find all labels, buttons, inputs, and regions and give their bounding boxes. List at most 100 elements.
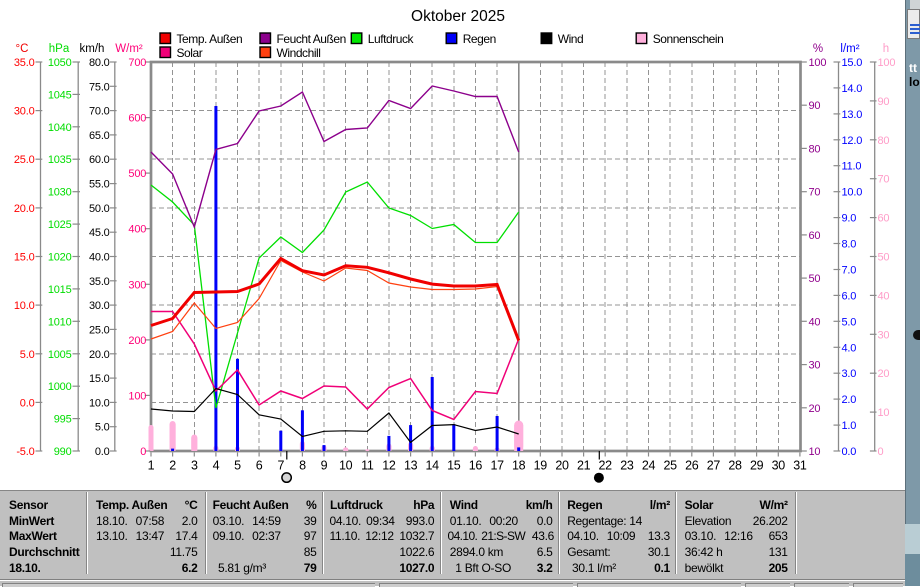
svg-text:30: 30 xyxy=(878,329,890,341)
svg-text:700: 700 xyxy=(128,57,146,69)
svg-text:8.0: 8.0 xyxy=(842,239,857,251)
svg-text:9.0: 9.0 xyxy=(842,213,857,225)
svg-text:40.0: 40.0 xyxy=(89,252,110,264)
svg-text:0.0: 0.0 xyxy=(95,446,110,458)
svg-text:km/h: km/h xyxy=(80,43,105,55)
svg-text:19: 19 xyxy=(534,459,548,473)
svg-text:8: 8 xyxy=(299,459,306,473)
svg-text:50.0: 50.0 xyxy=(89,203,110,215)
svg-text:6: 6 xyxy=(256,459,263,473)
svg-text:0.0: 0.0 xyxy=(20,397,35,409)
svg-text:10: 10 xyxy=(339,459,353,473)
svg-text:Wind: Wind xyxy=(558,32,584,46)
svg-text:l/m²: l/m² xyxy=(840,43,859,55)
svg-text:12.0: 12.0 xyxy=(842,135,863,147)
svg-text:50: 50 xyxy=(809,273,821,285)
svg-text:20.0: 20.0 xyxy=(14,203,35,215)
svg-text:100: 100 xyxy=(878,57,896,69)
svg-text:10: 10 xyxy=(809,446,821,458)
svg-text:1000: 1000 xyxy=(48,381,72,393)
svg-text:7: 7 xyxy=(277,459,284,473)
svg-text:40: 40 xyxy=(878,290,890,302)
svg-text:15.0: 15.0 xyxy=(14,252,35,264)
svg-text:7.0: 7.0 xyxy=(842,265,857,277)
svg-text:300: 300 xyxy=(128,279,146,291)
svg-text:70: 70 xyxy=(809,187,821,199)
svg-text:12: 12 xyxy=(382,459,396,473)
svg-text:20: 20 xyxy=(878,368,890,380)
svg-text:5.0: 5.0 xyxy=(20,349,35,361)
svg-text:35.0: 35.0 xyxy=(14,57,35,69)
svg-text:1025: 1025 xyxy=(48,219,72,231)
svg-text:°C: °C xyxy=(16,43,29,55)
svg-text:200: 200 xyxy=(128,335,146,347)
svg-text:60: 60 xyxy=(878,213,890,225)
svg-text:600: 600 xyxy=(128,113,146,125)
svg-text:1045: 1045 xyxy=(48,89,72,101)
svg-text:90: 90 xyxy=(878,96,890,108)
svg-text:1050: 1050 xyxy=(48,57,72,69)
svg-text:17: 17 xyxy=(490,459,504,473)
svg-text:995: 995 xyxy=(54,414,72,426)
svg-text:20: 20 xyxy=(809,403,821,415)
svg-text:0: 0 xyxy=(140,446,146,458)
svg-text:25: 25 xyxy=(663,459,677,473)
svg-text:31: 31 xyxy=(793,459,807,473)
svg-text:30: 30 xyxy=(772,459,786,473)
svg-text:W/m²: W/m² xyxy=(115,43,143,55)
svg-text:50: 50 xyxy=(878,252,890,264)
svg-text:20.0: 20.0 xyxy=(89,349,110,361)
svg-text:h: h xyxy=(883,43,889,55)
svg-text:100: 100 xyxy=(128,390,146,402)
svg-text:400: 400 xyxy=(128,224,146,236)
svg-text:10: 10 xyxy=(878,407,890,419)
svg-text:0: 0 xyxy=(878,446,884,458)
svg-text:28: 28 xyxy=(728,459,742,473)
svg-text:1020: 1020 xyxy=(48,252,72,264)
svg-text:80.0: 80.0 xyxy=(89,57,110,69)
svg-text:70.0: 70.0 xyxy=(89,106,110,118)
svg-text:24: 24 xyxy=(642,459,656,473)
svg-text:2.0: 2.0 xyxy=(842,394,857,406)
svg-text:3.0: 3.0 xyxy=(842,368,857,380)
svg-text:70: 70 xyxy=(878,174,890,186)
svg-text:1010: 1010 xyxy=(48,316,72,328)
svg-text:15: 15 xyxy=(447,459,461,473)
svg-text:100: 100 xyxy=(809,57,827,69)
svg-text:23: 23 xyxy=(620,459,634,473)
svg-text:Feucht Außen: Feucht Außen xyxy=(277,32,346,46)
svg-text:10.0: 10.0 xyxy=(842,187,863,199)
svg-text:60.0: 60.0 xyxy=(89,154,110,166)
svg-text:30: 30 xyxy=(809,360,821,372)
svg-text:75.0: 75.0 xyxy=(89,81,110,93)
svg-text:11: 11 xyxy=(361,459,374,473)
svg-text:29: 29 xyxy=(750,459,764,473)
svg-text:20: 20 xyxy=(555,459,569,473)
svg-text:30.0: 30.0 xyxy=(89,300,110,312)
svg-text:60: 60 xyxy=(809,230,821,242)
svg-text:1030: 1030 xyxy=(48,187,72,199)
svg-text:14.0: 14.0 xyxy=(842,83,863,95)
svg-text:3: 3 xyxy=(191,459,198,473)
svg-text:21: 21 xyxy=(577,459,591,473)
svg-text:2: 2 xyxy=(169,459,176,473)
svg-text:6.0: 6.0 xyxy=(842,290,857,302)
svg-text:Oktober 2025: Oktober 2025 xyxy=(411,8,505,25)
svg-text:Sonnenschein: Sonnenschein xyxy=(653,32,724,46)
svg-text:5: 5 xyxy=(234,459,241,473)
svg-text:1040: 1040 xyxy=(48,122,72,134)
svg-text:10.0: 10.0 xyxy=(89,397,110,409)
svg-text:13: 13 xyxy=(404,459,418,473)
svg-text:45.0: 45.0 xyxy=(89,227,110,239)
svg-text:1005: 1005 xyxy=(48,349,72,361)
svg-text:35.0: 35.0 xyxy=(89,276,110,288)
svg-text:500: 500 xyxy=(128,168,146,180)
svg-text:Temp. Außen: Temp. Außen xyxy=(177,32,243,46)
svg-text:14: 14 xyxy=(426,459,440,473)
svg-text:40: 40 xyxy=(809,316,821,328)
svg-text:hPa: hPa xyxy=(49,43,70,55)
svg-text:4.0: 4.0 xyxy=(842,342,857,354)
svg-text:25.0: 25.0 xyxy=(14,154,35,166)
svg-text:1.0: 1.0 xyxy=(842,420,857,432)
svg-text:1015: 1015 xyxy=(48,284,72,296)
